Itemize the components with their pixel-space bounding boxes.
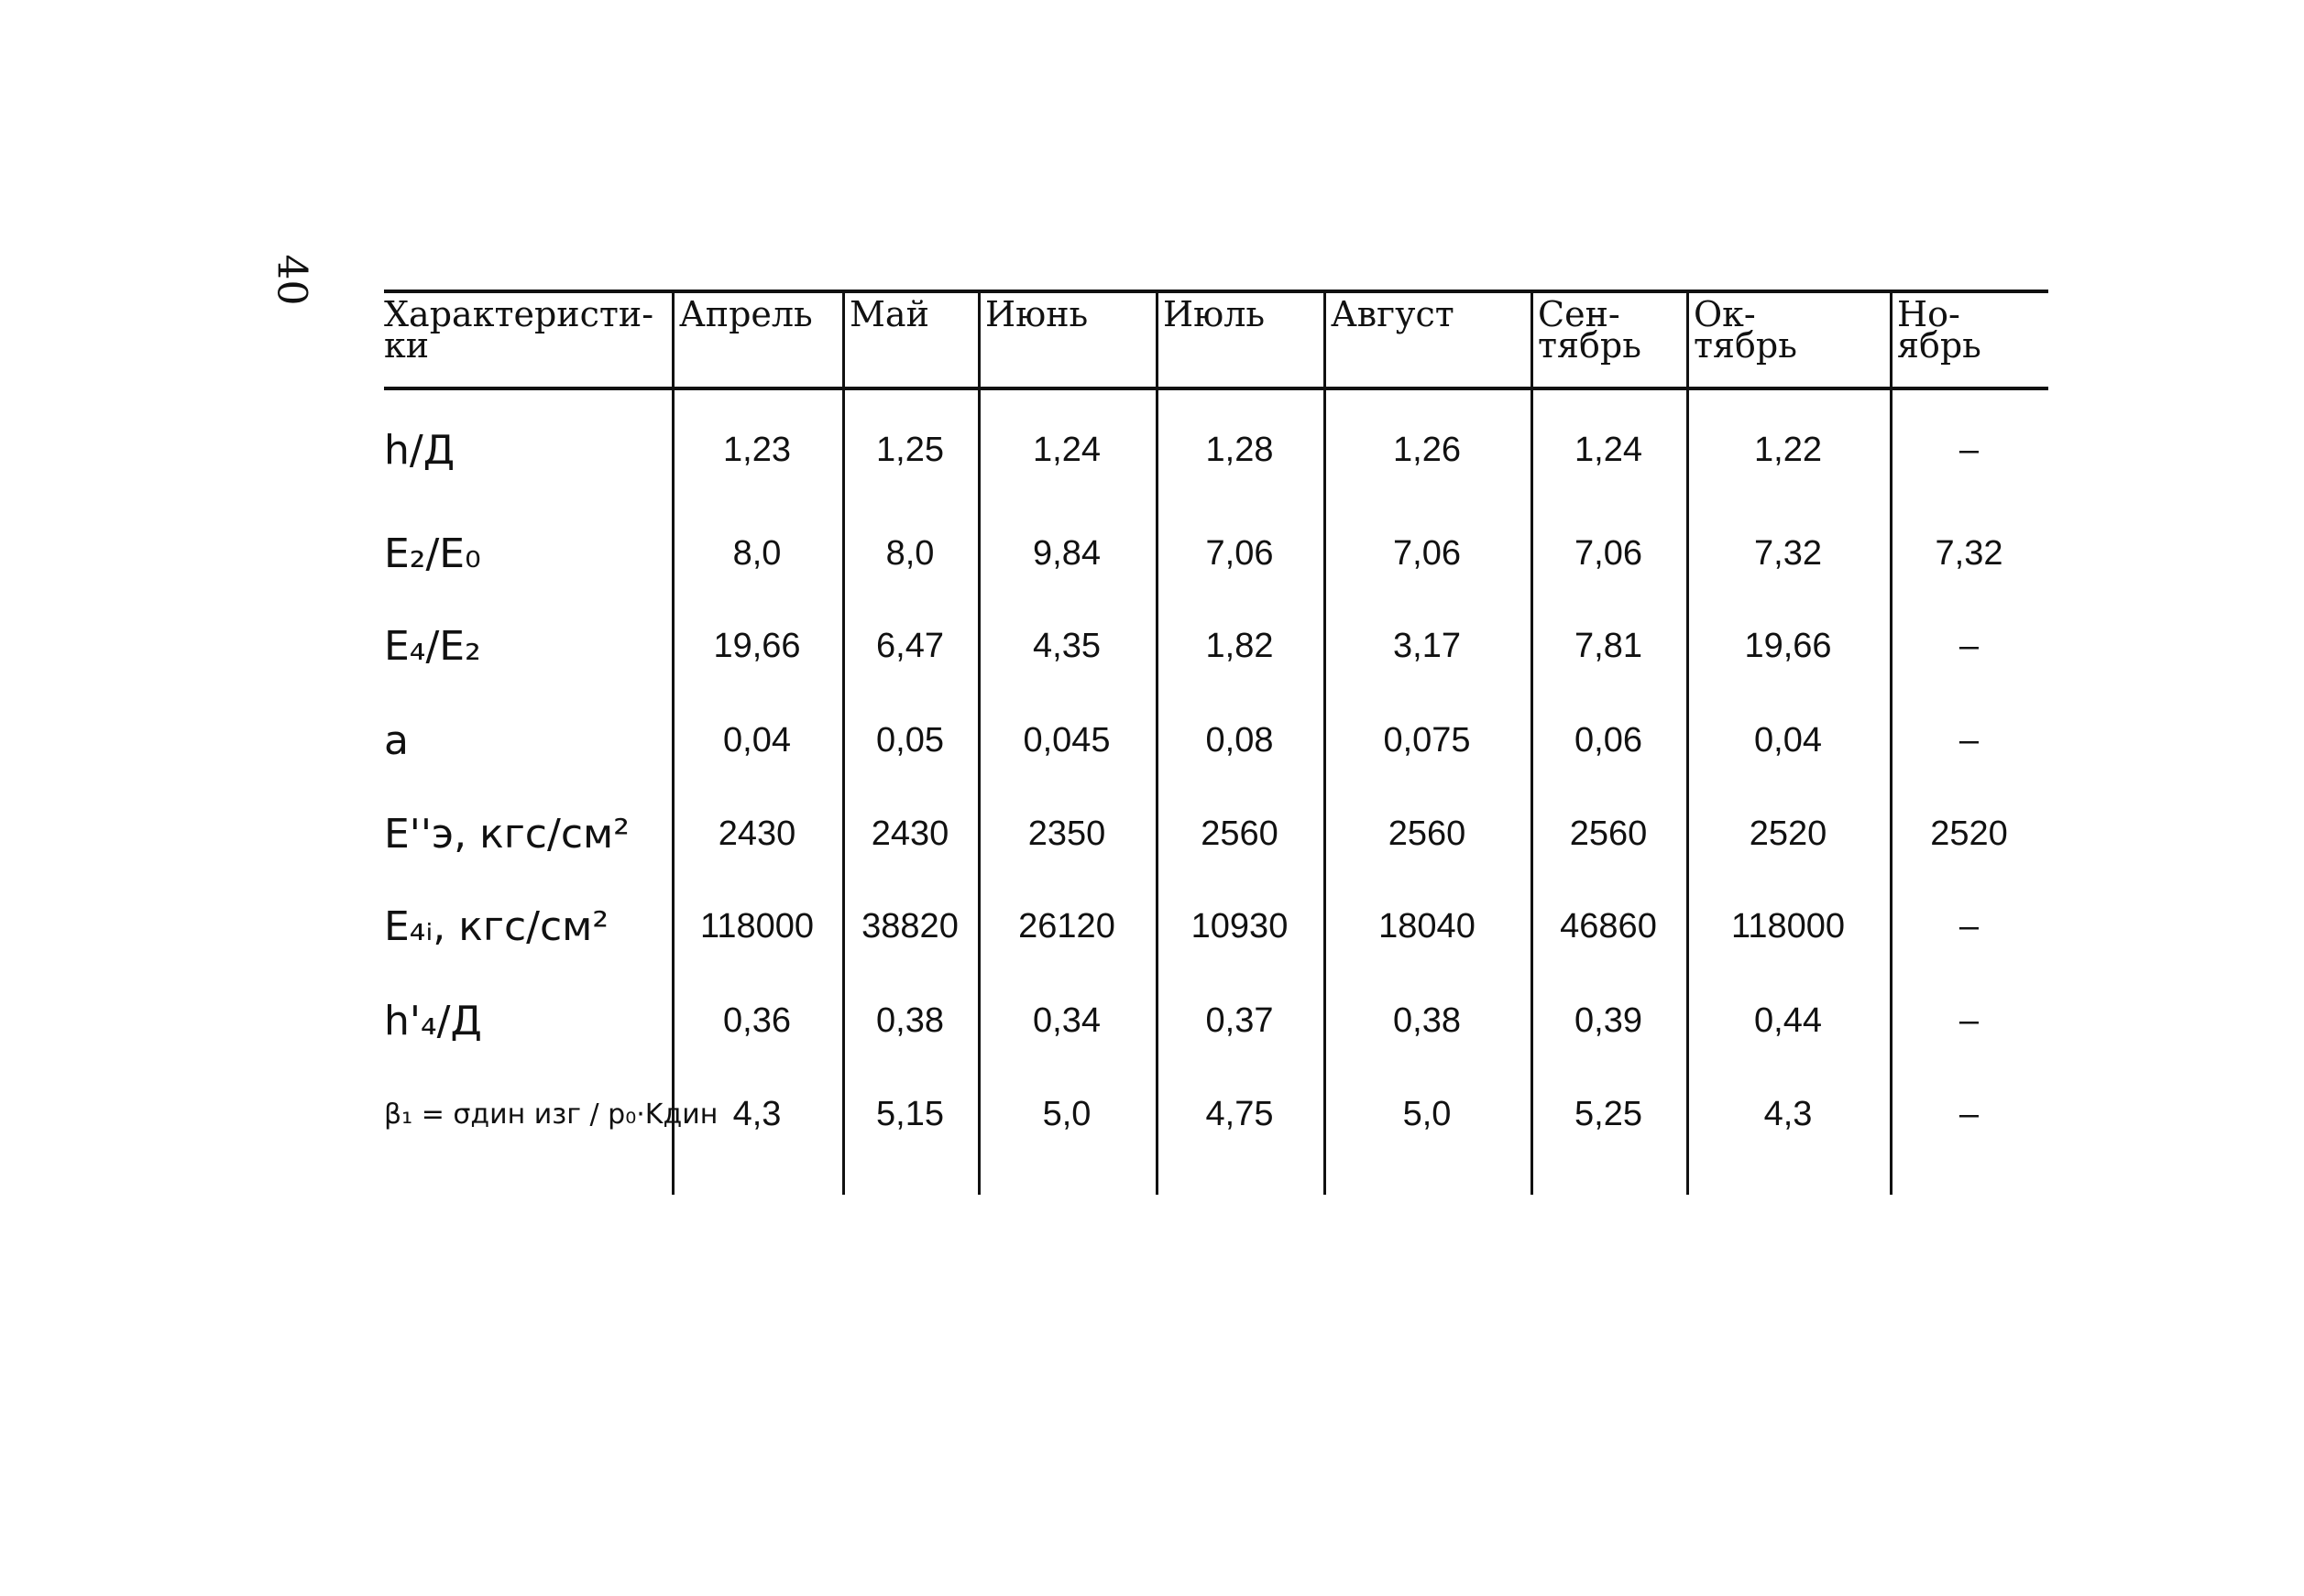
column-header: Но- ябрь: [1897, 294, 1981, 366]
cell-value: 8,0: [885, 533, 935, 573]
cell-value: 1,24: [1033, 430, 1101, 469]
column-rule: [1686, 290, 1689, 1195]
cell-value: 7,06: [1205, 533, 1274, 573]
cell-value: 5,15: [876, 1094, 944, 1133]
column-header: Июнь: [985, 294, 1089, 334]
cell-value: 118000: [700, 906, 814, 946]
cell-value: 2560: [1569, 814, 1648, 853]
cell-value: 2520: [1930, 814, 2008, 853]
cell-value: 8,0: [732, 533, 782, 573]
cell-value: 0,36: [723, 1000, 791, 1040]
column-header: Ок- тябрь: [1694, 294, 1797, 366]
column-header: Сен- тябрь: [1538, 294, 1641, 366]
cell-value: 1,26: [1393, 430, 1461, 469]
cell-value: 1,24: [1574, 430, 1642, 469]
row-label: h/Д: [384, 426, 455, 474]
cell-value: 18040: [1378, 906, 1476, 946]
cell-value: –: [1958, 1094, 1980, 1133]
cell-value: –: [1958, 720, 1980, 760]
cell-value: 0,04: [1754, 720, 1822, 760]
cell-value: 7,32: [1935, 533, 2003, 573]
row-label: E₄/E₂: [384, 622, 481, 670]
cell-value: 10930: [1190, 906, 1289, 946]
cell-value: 0,05: [876, 720, 944, 760]
cell-value: 0,045: [1023, 720, 1111, 760]
cell-value: 46860: [1560, 906, 1657, 946]
cell-value: 2350: [1027, 814, 1106, 853]
cell-value: 1,23: [723, 430, 791, 469]
column-rule: [978, 290, 981, 1195]
cell-value: 0,08: [1205, 720, 1274, 760]
cell-value: –: [1958, 430, 1980, 469]
cell-value: 1,25: [876, 430, 944, 469]
cell-value: 0,37: [1205, 1000, 1274, 1040]
cell-value: 4,35: [1033, 626, 1101, 665]
row-label: E₂/E₀: [384, 530, 481, 577]
cell-value: 7,06: [1393, 533, 1461, 573]
cell-value: 4,3: [1763, 1094, 1813, 1133]
cell-value: 2560: [1201, 814, 1278, 853]
column-rule: [672, 290, 675, 1195]
cell-value: 7,32: [1754, 533, 1822, 573]
row-label: β₁ = σдин изг / p₀·Kдин: [384, 1098, 719, 1131]
cell-value: –: [1958, 906, 1980, 946]
column-header: Апрель: [679, 294, 813, 334]
column-header: Май: [850, 294, 929, 334]
cell-value: 19,66: [1744, 626, 1832, 665]
cell-value: 0,39: [1574, 1000, 1642, 1040]
cell-value: 2430: [718, 814, 796, 853]
cell-value: 0,075: [1383, 720, 1471, 760]
column-header: Характеристи- ки: [384, 294, 654, 366]
cell-value: 1,82: [1205, 626, 1274, 665]
column-header: Август: [1331, 294, 1454, 334]
cell-value: 0,34: [1033, 1000, 1101, 1040]
cell-value: 5,25: [1574, 1094, 1642, 1133]
cell-value: 5,0: [1042, 1094, 1092, 1133]
cell-value: 1,28: [1205, 430, 1274, 469]
cell-value: 118000: [1731, 906, 1845, 946]
cell-value: –: [1958, 1000, 1980, 1040]
cell-value: 2520: [1749, 814, 1827, 853]
cell-value: 7,81: [1574, 626, 1642, 665]
row-label: h'₄/Д: [384, 997, 482, 1044]
cell-value: 7,06: [1574, 533, 1642, 573]
cell-value: 1,22: [1754, 430, 1822, 469]
column-header: Июль: [1163, 294, 1266, 334]
page-number: 40: [268, 254, 315, 306]
column-rule: [842, 290, 845, 1195]
row-label: E₄ᵢ, кгс/см²: [384, 902, 609, 950]
cell-value: 6,47: [876, 626, 944, 665]
column-rule: [1890, 290, 1893, 1195]
cell-value: 4,3: [732, 1094, 782, 1133]
row-label: a: [384, 716, 409, 764]
rule: [384, 387, 2048, 390]
rule: [384, 290, 2048, 293]
cell-value: 5,0: [1402, 1094, 1452, 1133]
cell-value: 3,17: [1393, 626, 1461, 665]
cell-value: 2430: [871, 814, 949, 853]
cell-value: 0,44: [1754, 1000, 1822, 1040]
cell-value: 4,75: [1205, 1094, 1274, 1133]
column-rule: [1531, 290, 1533, 1195]
cell-value: 0,06: [1574, 720, 1642, 760]
cell-value: 26120: [1018, 906, 1115, 946]
cell-value: 2560: [1388, 814, 1466, 853]
cell-value: 9,84: [1033, 533, 1101, 573]
column-rule: [1156, 290, 1158, 1195]
column-rule: [1323, 290, 1326, 1195]
cell-value: 38820: [861, 906, 959, 946]
cell-value: –: [1958, 626, 1980, 665]
cell-value: 0,04: [723, 720, 791, 760]
cell-value: 0,38: [876, 1000, 944, 1040]
cell-value: 19,66: [713, 626, 801, 665]
row-label: E''э, кгс/см²: [384, 810, 630, 858]
cell-value: 0,38: [1393, 1000, 1461, 1040]
